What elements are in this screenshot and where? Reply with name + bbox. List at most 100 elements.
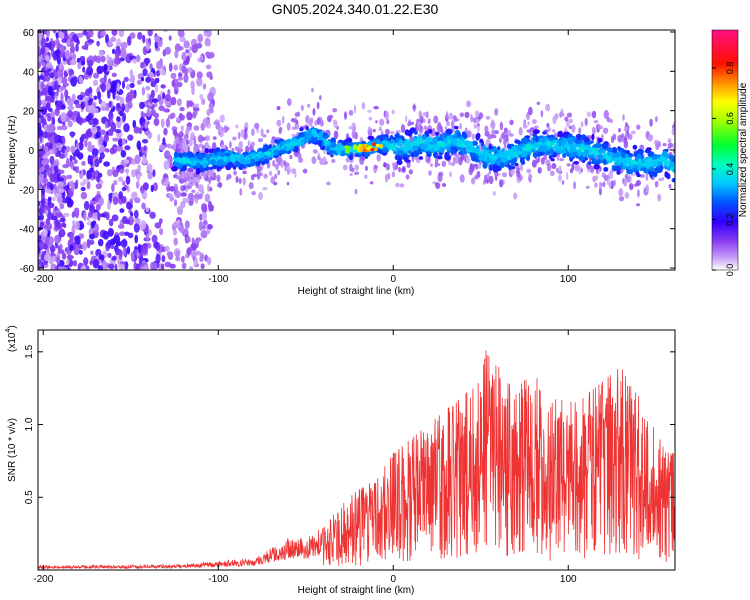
spectrogram-cell — [531, 119, 537, 124]
spectrogram-cell — [52, 30, 57, 34]
spectrogram-cell — [528, 106, 533, 116]
spectrogram-cell — [412, 151, 420, 157]
spectrogram-peak-cell — [379, 144, 383, 148]
spectrogram-cell — [184, 220, 190, 229]
spectrogram-cell — [616, 170, 621, 175]
spectrogram-cell — [510, 168, 516, 175]
spectrogram-cell — [600, 155, 604, 161]
spectrogram-cell — [572, 142, 578, 150]
spectrogram-cell — [113, 179, 118, 186]
spectrogram-cell — [70, 132, 75, 138]
spectrogram-cell — [562, 152, 567, 158]
spectrogram-cell — [580, 168, 583, 173]
spectrogram-cell — [57, 77, 62, 85]
spectrogram-cell — [157, 38, 163, 48]
spectrogram-cell — [606, 178, 611, 186]
spectrogram-cell — [196, 77, 203, 87]
spectrogram-cell — [543, 153, 548, 161]
spectrogram-cell — [165, 177, 169, 188]
spectrogram-cell — [421, 133, 427, 141]
spectrogram-cell — [62, 164, 70, 169]
spectrogram-cell — [599, 147, 604, 153]
spectrogram-cell — [268, 144, 272, 149]
spectrogram-cell — [120, 150, 127, 158]
spectrogram-cell — [441, 182, 447, 188]
spectrogram-cell — [177, 30, 185, 37]
spectrogram-cells — [38, 30, 675, 270]
spectrogram-cell — [91, 144, 95, 149]
spectrogram-peak-cell — [374, 147, 379, 151]
spectrogram-cell — [146, 107, 151, 118]
spectrogram-xtick-label: -200 — [33, 274, 53, 285]
spectrogram-cell — [41, 99, 48, 106]
spectrogram-cell — [413, 130, 418, 135]
spectrogram-cell — [202, 117, 210, 128]
spectrogram-cell — [146, 163, 153, 173]
spectrogram-cell — [658, 155, 666, 163]
spectrogram-cell — [449, 112, 453, 120]
spectrogram-cell — [392, 146, 397, 151]
spectrogram-cell — [72, 166, 77, 172]
spectrogram-cell — [206, 256, 212, 266]
spectrogram-cell — [116, 102, 121, 109]
spectrogram-cell — [76, 39, 80, 45]
spectrogram-cell — [150, 81, 157, 88]
spectrogram-cell — [342, 164, 348, 171]
spectrogram-cell — [586, 111, 592, 118]
spectrogram-cell — [99, 152, 105, 160]
spectrogram-cell — [38, 259, 42, 264]
spectrogram-cell — [503, 127, 508, 134]
spectrogram-cell — [140, 61, 145, 69]
spectrogram-cell — [305, 125, 309, 131]
spectrogram-cell — [429, 141, 436, 145]
spectrogram-cell — [80, 265, 87, 270]
snr-ytick-label: 1.5 — [24, 344, 35, 358]
spectrogram-cell — [285, 146, 290, 152]
spectrogram-cell — [345, 157, 350, 163]
spectrogram-cell — [490, 121, 496, 130]
spectrogram-cell — [49, 252, 56, 257]
spectrogram-cell — [488, 164, 492, 168]
spectrogram-cell — [367, 126, 371, 131]
spectrogram-cell — [407, 130, 413, 137]
spectrogram-cell — [73, 99, 80, 105]
spectrogram-cell — [105, 34, 109, 44]
spectrogram-cell — [568, 153, 575, 158]
spectrogram-cell — [181, 255, 185, 263]
spectrogram-cell — [50, 40, 56, 49]
spectrogram-cell — [204, 142, 209, 148]
figure-title: GN05.2024.340.01.22.E30 — [272, 1, 439, 17]
spectrogram-cell — [76, 32, 84, 38]
spectrogram-cell — [90, 250, 94, 255]
spectrogram-cell — [162, 92, 166, 100]
spectrogram-cell — [603, 109, 609, 119]
spectrogram-cell — [124, 231, 130, 236]
spectrogram-cell — [448, 160, 451, 166]
spectrogram-cell — [135, 180, 140, 189]
spectrogram-cell — [471, 146, 477, 153]
spectrogram-cell — [274, 139, 280, 144]
spectrogram-cell — [112, 30, 116, 35]
spectrogram-cell — [594, 182, 598, 188]
spectrogram-peak-cell — [361, 143, 366, 147]
spectrogram-cell — [258, 191, 263, 201]
spectrogram-cell — [580, 121, 584, 128]
spectrogram-cell — [279, 126, 283, 133]
spectrogram-cell — [168, 186, 176, 192]
spectrogram-cell — [142, 112, 148, 118]
spectrogram-cell — [93, 95, 98, 101]
spectrogram-cell — [53, 80, 59, 91]
spectrogram-cell — [69, 102, 73, 108]
spectrogram-cell — [47, 116, 52, 122]
spectrogram-cell — [137, 243, 142, 254]
spectrogram-cell — [136, 173, 141, 182]
spectrogram-cell — [82, 241, 88, 251]
spectrogram-cell — [550, 158, 555, 162]
spectrogram-cell — [545, 103, 549, 112]
spectrogram-cell — [195, 250, 202, 256]
spectrogram-cell — [532, 152, 538, 158]
spectrogram-cell — [87, 113, 93, 121]
spectrogram-cell — [403, 145, 408, 153]
spectrogram-cell — [133, 126, 140, 134]
spectrogram-cell — [608, 171, 614, 180]
